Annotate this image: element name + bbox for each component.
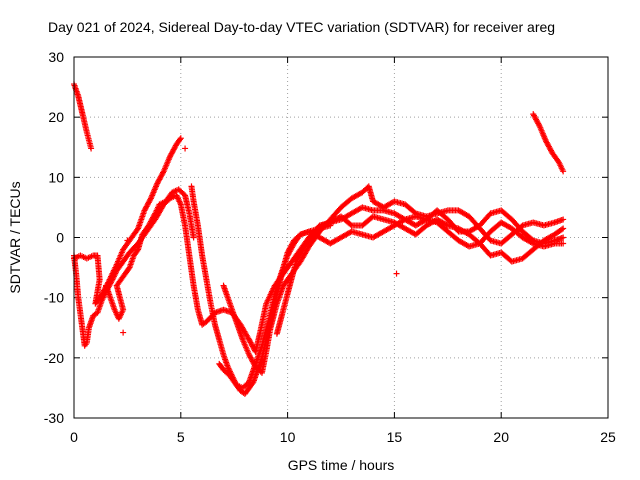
data-point [560, 168, 567, 175]
data-point [535, 121, 542, 128]
data-series [71, 81, 567, 397]
grid [74, 57, 608, 418]
series-track-6 [273, 213, 567, 337]
data-point [120, 329, 127, 336]
x-tick-label: 10 [280, 429, 296, 445]
data-point [347, 221, 354, 228]
data-point [88, 145, 95, 152]
y-tick-label: -10 [44, 290, 64, 306]
data-point [560, 216, 567, 223]
y-tick-label: 20 [48, 109, 64, 125]
data-point [190, 234, 197, 241]
series-track-9 [103, 186, 197, 322]
data-point [182, 145, 189, 152]
series-outliers [120, 145, 400, 336]
data-point [147, 196, 154, 203]
data-point [560, 240, 567, 247]
x-tick-label: 25 [600, 429, 616, 445]
y-axis-title: SDTVAR / TECUs [7, 181, 23, 293]
series-track-8 [530, 111, 567, 175]
x-tick-label: 5 [177, 429, 185, 445]
y-tick-label: 30 [48, 49, 64, 65]
x-tick-label: 15 [387, 429, 403, 445]
x-tick-label: 20 [493, 429, 509, 445]
y-tick-label: -20 [44, 350, 64, 366]
x-tick-label: 0 [70, 429, 78, 445]
x-axis-title: GPS time / hours [288, 457, 395, 473]
data-point [177, 135, 184, 142]
data-point [560, 234, 567, 241]
data-point [124, 237, 131, 244]
axis-ticks: 0 5 10 15 20 25 -30 -20 -10 0 10 20 30 [44, 49, 616, 445]
data-point [125, 265, 132, 272]
chart-title: Day 021 of 2024, Sidereal Day-to-day VTE… [48, 19, 555, 35]
data-point [176, 136, 183, 143]
data-point [443, 221, 450, 228]
y-tick-label: 0 [56, 230, 64, 246]
series-track-1 [71, 81, 95, 152]
data-point [393, 270, 400, 277]
data-point [160, 169, 166, 176]
data-point [134, 247, 141, 254]
data-point [560, 225, 567, 232]
data-point [558, 226, 565, 233]
series-track-3 [71, 135, 184, 307]
y-tick-label: 10 [48, 169, 64, 185]
plot-frame [73, 56, 609, 419]
data-point [528, 239, 535, 246]
data-point [400, 217, 407, 224]
series-track-7 [216, 213, 567, 391]
y-tick-label: -30 [44, 410, 64, 426]
